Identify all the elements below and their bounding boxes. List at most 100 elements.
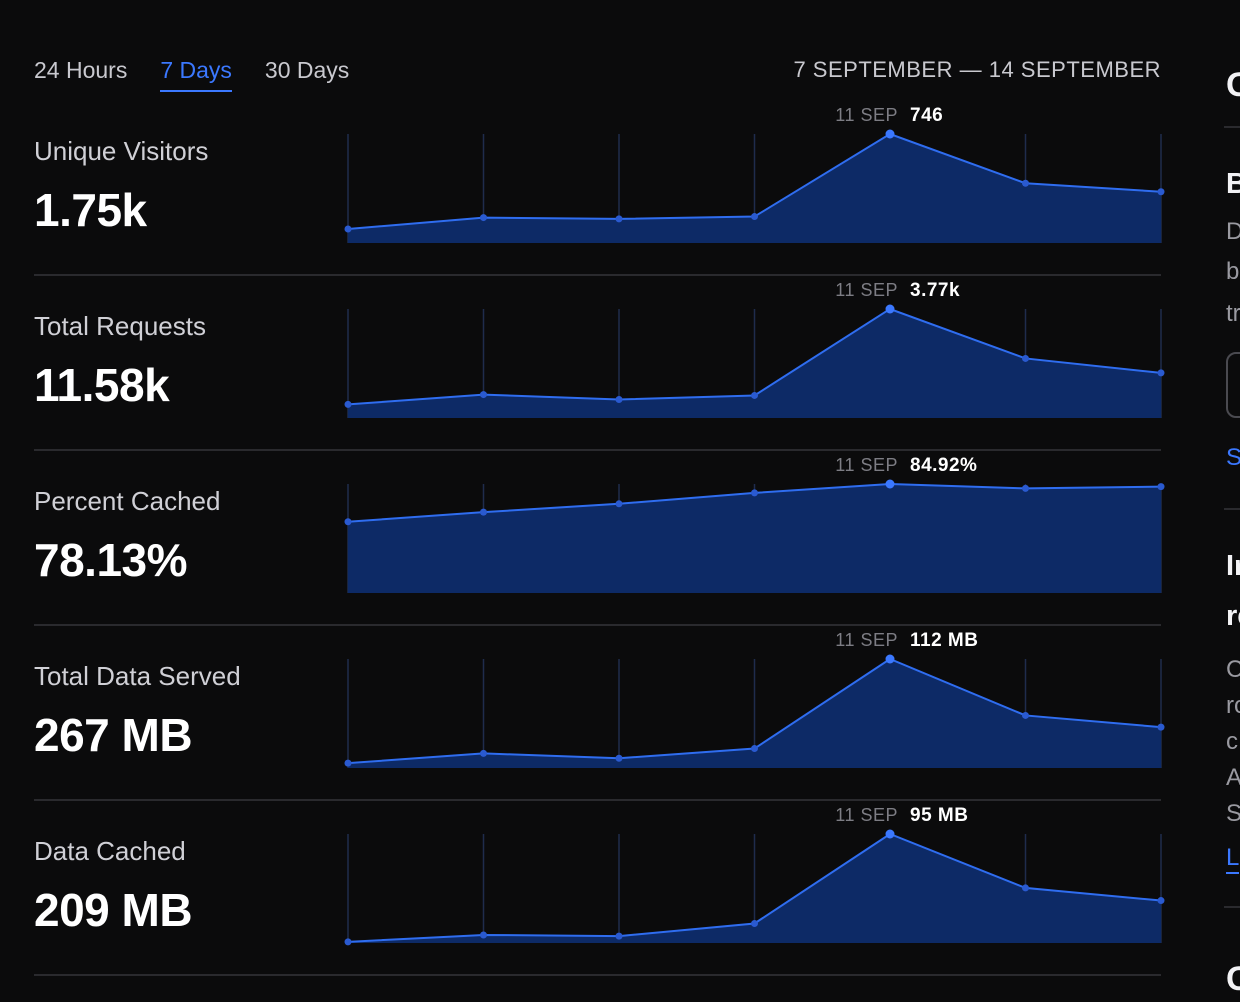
range-tabs: 24 Hours 7 Days 30 Days: [34, 54, 382, 92]
metric-label: Total Data Served: [34, 661, 241, 691]
data-point[interactable]: [615, 932, 623, 940]
side-panel: G B D b tr S Ir re C ro c A S L C: [1224, 0, 1240, 1002]
data-point[interactable]: [1022, 179, 1029, 187]
data-point[interactable]: [344, 759, 352, 767]
tab-24-hours[interactable]: 24 Hours: [34, 57, 128, 83]
data-point[interactable]: [344, 518, 352, 526]
side-panel-text: ro: [1226, 692, 1240, 719]
data-point[interactable]: [885, 129, 895, 139]
series-area: [348, 134, 1161, 243]
metric-percent-cached: Percent Cached 78.13% 11 SEP 84.92%: [34, 454, 1165, 629]
peak-date-label: 11 SEP: [835, 105, 898, 125]
metric-value: 78.13%: [34, 534, 188, 586]
tab-7-days[interactable]: 7 Days: [160, 54, 232, 92]
data-point[interactable]: [885, 479, 895, 489]
data-point[interactable]: [480, 214, 487, 222]
data-point[interactable]: [480, 508, 487, 516]
peak-value-label: 746: [910, 105, 943, 126]
metric-value: 11.58k: [34, 359, 170, 411]
tab-30-days[interactable]: 30 Days: [264, 57, 350, 83]
data-point[interactable]: [1022, 354, 1029, 362]
series-area: [348, 484, 1161, 593]
peak-date-label: 11 SEP: [835, 455, 898, 475]
peak-value-label: 84.92%: [910, 455, 977, 476]
side-panel-button[interactable]: [1226, 352, 1240, 418]
total-data-served-chart[interactable]: 11 SEP 112 MB: [34, 629, 1165, 789]
side-panel-text: c: [1226, 728, 1238, 755]
row-divider: [34, 274, 1161, 276]
metric-label: Percent Cached: [34, 486, 221, 516]
metric-data-cached: Data Cached 209 MB 11 SEP 95 MB: [34, 804, 1165, 979]
side-panel-text: tr: [1226, 300, 1240, 327]
peak-date-label: 11 SEP: [835, 805, 898, 825]
data-point[interactable]: [615, 754, 623, 762]
metric-label: Total Requests: [34, 311, 206, 341]
row-divider: [34, 799, 1161, 801]
data-point[interactable]: [344, 225, 352, 233]
side-panel-link[interactable]: S: [1226, 444, 1240, 471]
side-panel-text: D: [1226, 218, 1240, 245]
side-panel-heading: G: [1226, 66, 1240, 104]
side-panel-text: C: [1226, 656, 1240, 683]
peak-value-label: 95 MB: [910, 805, 968, 826]
data-point[interactable]: [1022, 711, 1029, 719]
data-point[interactable]: [1157, 483, 1165, 491]
side-panel-text: S: [1226, 800, 1240, 827]
data-point[interactable]: [615, 500, 623, 508]
data-point[interactable]: [1157, 369, 1165, 377]
data-point[interactable]: [751, 919, 758, 927]
data-point[interactable]: [1157, 188, 1165, 196]
side-panel-divider: [1224, 508, 1240, 510]
peak-value-label: 3.77k: [910, 280, 960, 301]
row-divider: [34, 449, 1161, 451]
data-point[interactable]: [1157, 897, 1165, 905]
data-point[interactable]: [344, 400, 352, 408]
row-divider: [34, 624, 1161, 626]
unique-visitors-chart[interactable]: 11 SEP 746: [34, 104, 1165, 264]
metric-value: 267 MB: [34, 709, 193, 761]
peak-date-label: 11 SEP: [835, 280, 898, 300]
metric-total-requests: Total Requests 11.58k 11 SEP 3.77k: [34, 279, 1165, 454]
peak-value-label: 112 MB: [910, 630, 978, 651]
data-point[interactable]: [480, 749, 487, 757]
series-area: [348, 659, 1161, 768]
data-point[interactable]: [615, 395, 623, 403]
data-point[interactable]: [885, 829, 895, 839]
data-point[interactable]: [480, 931, 487, 939]
data-point[interactable]: [1157, 723, 1165, 731]
series-area: [348, 309, 1161, 418]
side-panel-divider: [1224, 906, 1240, 908]
metric-label: Data Cached: [34, 836, 186, 866]
date-range: 7 SEPTEMBER — 14 SEPTEMBER: [793, 57, 1161, 82]
metric-total-data-served: Total Data Served 267 MB 11 SEP 112 MB: [34, 629, 1165, 804]
data-point[interactable]: [751, 745, 758, 753]
metric-value: 209 MB: [34, 884, 193, 936]
metric-label: Unique Visitors: [34, 136, 209, 166]
row-divider: [34, 974, 1161, 976]
side-panel-subheading: Ir: [1226, 550, 1240, 582]
data-point[interactable]: [751, 213, 758, 221]
side-panel-link[interactable]: L: [1226, 844, 1240, 874]
percent-cached-chart[interactable]: 11 SEP 84.92%: [34, 454, 1165, 614]
data-point[interactable]: [480, 391, 487, 399]
metric-unique-visitors: Unique Visitors 1.75k 11 SEP 746: [34, 104, 1165, 279]
side-panel-subheading: re: [1226, 600, 1240, 632]
data-point[interactable]: [885, 304, 895, 314]
data-point[interactable]: [751, 391, 758, 399]
data-point[interactable]: [751, 489, 758, 497]
side-panel-heading: C: [1226, 960, 1240, 998]
data-point[interactable]: [885, 654, 895, 664]
data-point[interactable]: [1022, 884, 1029, 892]
side-panel-divider: [1224, 126, 1240, 128]
side-panel-text: A: [1226, 764, 1240, 791]
data-point[interactable]: [615, 215, 623, 223]
side-panel-subheading: B: [1226, 168, 1240, 200]
data-point[interactable]: [1022, 484, 1029, 492]
peak-date-label: 11 SEP: [835, 630, 898, 650]
side-panel-text: b: [1226, 258, 1240, 285]
total-requests-chart[interactable]: 11 SEP 3.77k: [34, 279, 1165, 439]
data-point[interactable]: [344, 938, 352, 946]
data-cached-chart[interactable]: 11 SEP 95 MB: [34, 804, 1165, 964]
metric-value: 1.75k: [34, 184, 147, 236]
